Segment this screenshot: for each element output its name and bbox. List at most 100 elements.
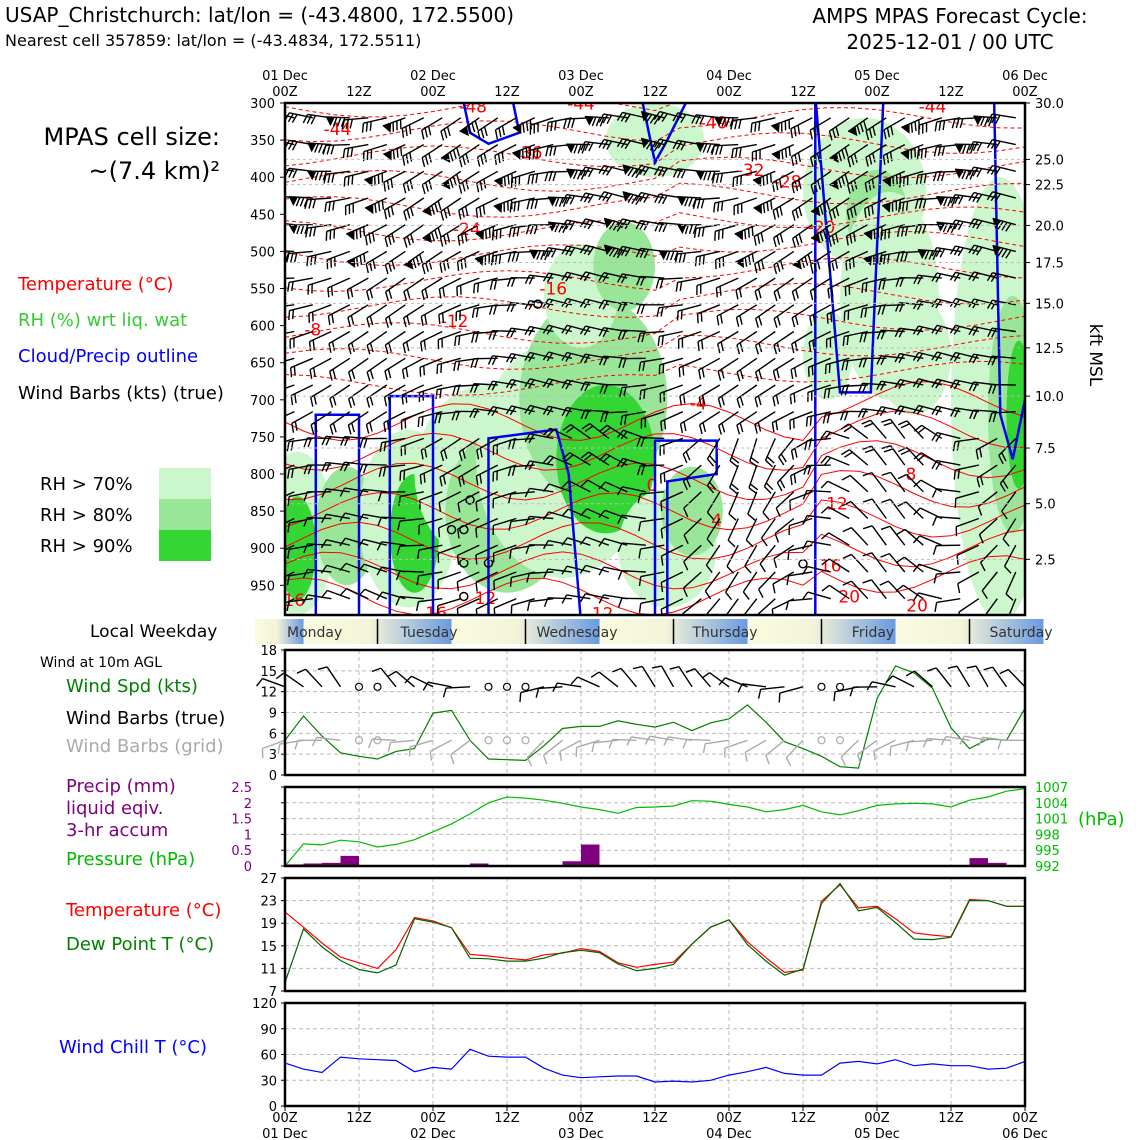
wind-barb-feather	[527, 174, 531, 185]
wind-barb-feather	[377, 516, 382, 527]
wind-barb-feather	[388, 316, 393, 326]
wind-barb-feather	[477, 131, 482, 141]
wind-barb-feather	[418, 392, 421, 402]
wind-barb-feather	[528, 300, 535, 311]
wind-barb-staff	[383, 411, 406, 424]
wind-barb-feather	[274, 223, 278, 232]
wind-barb-feather	[396, 148, 399, 158]
wind-barb-10m	[442, 686, 471, 698]
wind-barb-staff	[383, 143, 406, 156]
wind-barb-staff	[660, 598, 684, 610]
wind-barb-10m	[590, 671, 619, 688]
wind-barb-feather	[659, 474, 662, 484]
wind-barb-feather	[631, 168, 638, 178]
wind-barb-feather	[913, 274, 919, 285]
wind-barb-feather	[714, 231, 716, 241]
wind-barb-feather	[340, 117, 346, 127]
wind-barb-feather	[914, 199, 919, 210]
wind-barb	[456, 250, 480, 272]
wind-barb-feather	[638, 361, 642, 372]
wind-barb-feather	[306, 256, 309, 267]
wind-barb-feather	[514, 177, 517, 187]
wind-barb-feather	[457, 235, 461, 246]
wind-barb-feather	[296, 224, 301, 235]
wind-barb-feather	[895, 200, 898, 211]
wind-barb-feather	[606, 114, 613, 125]
wind-barb-feather	[528, 406, 535, 415]
wind-barb-feather	[717, 230, 720, 240]
wind-barb-grid	[429, 739, 452, 761]
wind-barb-feather	[673, 251, 679, 261]
wind-barb-feather	[384, 264, 389, 275]
wind-barb-feather	[579, 536, 587, 545]
wind-barb-feather	[562, 223, 568, 234]
wind-barb-feather	[617, 329, 623, 340]
wind-barb-feather	[524, 488, 531, 498]
wind-barb-feather	[706, 143, 712, 154]
wind-barb-staff	[567, 508, 591, 520]
temperature-contour-label: -48	[459, 98, 487, 118]
wind-barb-staff	[889, 525, 906, 546]
wind-barb-feather	[792, 418, 795, 429]
wind-barb-feather	[638, 576, 642, 587]
wind-barb-feather	[706, 538, 714, 547]
wind-barb-feather	[773, 558, 778, 568]
wind-barb-feather	[484, 255, 487, 265]
wind-barb	[912, 535, 943, 546]
wind-barb-staff	[603, 244, 628, 253]
wind-barb-staff	[736, 357, 758, 373]
wind-barb	[346, 277, 369, 300]
wind-barb	[285, 411, 295, 423]
wind-barb-feather	[661, 335, 664, 346]
bottom-hour-label: 00Z	[420, 1111, 446, 1126]
wind-barb-feather	[739, 342, 744, 353]
wind-barb-feather	[307, 285, 310, 295]
wind-barb-feather	[832, 128, 836, 139]
wind-barb	[440, 170, 462, 190]
wind-barb-staff	[905, 501, 924, 520]
wind-barb-staff	[457, 571, 480, 583]
wind-barb-staff	[754, 250, 776, 265]
wind-barb	[492, 544, 517, 563]
wind-barb	[736, 357, 758, 382]
wind-barb-feather	[895, 584, 904, 592]
wind-barb-flag	[973, 116, 983, 126]
wind-barb-feather	[663, 419, 667, 430]
wind-barb-feather	[660, 555, 664, 566]
wind-barb-feather	[410, 233, 415, 244]
wind-barb-feather	[754, 345, 760, 355]
wind-barb	[491, 224, 517, 241]
wind-barb-feather	[401, 128, 405, 138]
wind-barb-feather	[458, 477, 462, 487]
top-hour-label: 00Z	[568, 85, 594, 100]
wind-barb-feather	[506, 302, 512, 312]
wind-barb-feather	[841, 149, 846, 160]
wind-barb	[458, 464, 480, 487]
wind-barb-feather	[972, 219, 979, 229]
wind-barb-flag	[714, 117, 724, 127]
wind-barb-feather	[498, 127, 502, 138]
wind-barb-10m-staff	[871, 681, 896, 688]
wind-barb	[789, 491, 813, 510]
temp-panel-ytick-label: 11	[260, 962, 277, 977]
wind-barb	[682, 464, 702, 491]
wind-barb-feather	[290, 441, 294, 451]
wind-barb-feather	[546, 456, 554, 465]
wind-barb-feather	[542, 324, 550, 334]
wind-barb-feather	[828, 211, 833, 221]
wind-barb-feather	[350, 287, 354, 298]
wind-barb-feather	[953, 325, 961, 335]
wind-barb-staff	[660, 464, 684, 475]
wind-barb	[659, 437, 684, 456]
wind-barb-feather	[939, 248, 946, 258]
wind-barb-feather	[900, 449, 910, 456]
wind-barb	[287, 491, 313, 506]
wind-barb-feather	[731, 148, 734, 159]
wind-barb-staff	[890, 471, 906, 493]
wind-barb-feather	[587, 168, 594, 178]
wind-barb-feather	[517, 201, 520, 211]
wind-barb-staff	[848, 449, 869, 466]
wind-barb-staff	[308, 304, 332, 315]
wind-barb-feather	[853, 153, 858, 163]
wind-barb-feather	[935, 379, 942, 389]
